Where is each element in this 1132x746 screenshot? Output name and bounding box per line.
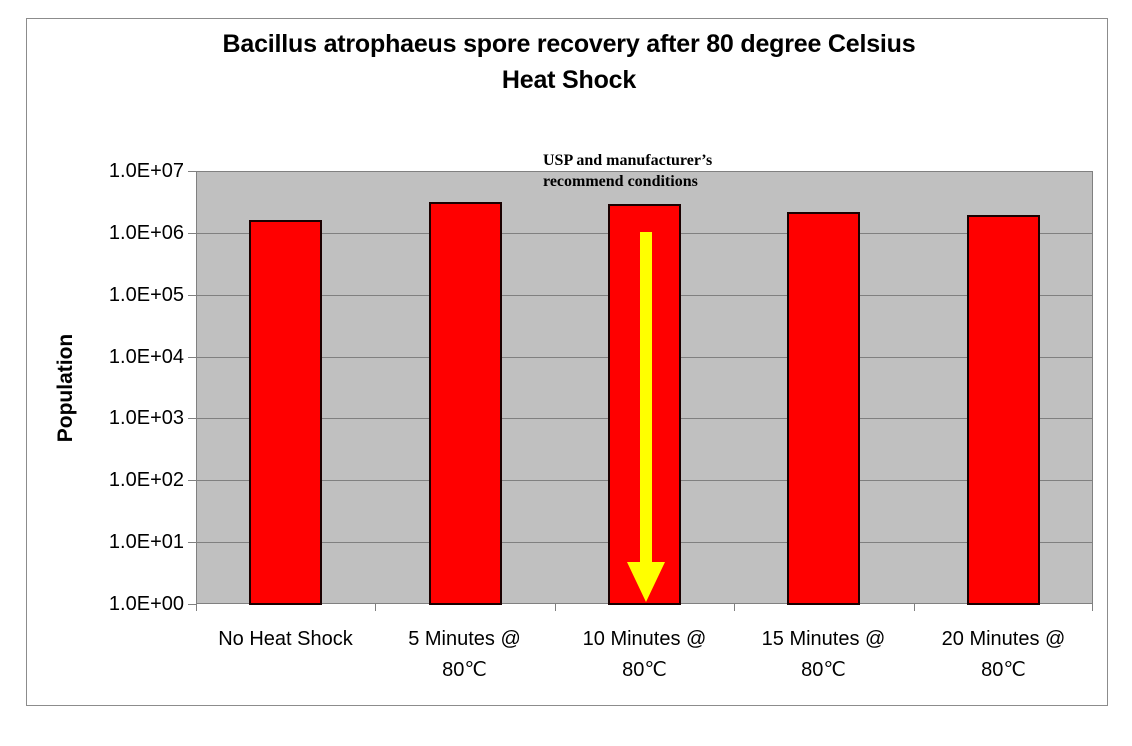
- y-tick-label: 1.0E+00: [108, 593, 184, 615]
- chart-title-line-1: Bacillus atrophaeus spore recovery after…: [222, 30, 916, 58]
- x-tick-label: 15 Minutes @80℃: [761, 628, 886, 681]
- down-arrow-icon: [627, 232, 665, 602]
- y-tick-label: 1.0E+06: [108, 222, 184, 244]
- x-tick-label: 5 Minutes @80℃: [408, 628, 521, 681]
- x-tick-label: 10 Minutes @80℃: [582, 628, 707, 681]
- x-tick-label: No Heat Shock: [218, 628, 353, 650]
- bar: [967, 215, 1040, 605]
- annotation-line-1: USP and manufacturer’s: [543, 152, 713, 169]
- y-tick-mark: [188, 418, 196, 419]
- y-tick-label: 1.0E+03: [108, 407, 184, 429]
- annotation-line-2: recommend conditions: [543, 173, 698, 190]
- x-tick-mark: [196, 604, 197, 611]
- y-tick-mark: [188, 357, 196, 358]
- y-tick-label: 1.0E+05: [108, 284, 184, 306]
- y-tick-mark: [188, 542, 196, 543]
- x-tick-label: 20 Minutes @80℃: [941, 628, 1066, 681]
- y-axis-title: Population: [54, 333, 77, 443]
- y-tick-label: 1.0E+01: [108, 531, 184, 553]
- x-tick-mark: [1092, 604, 1093, 611]
- chart-title-line-2: Heat Shock: [501, 66, 637, 94]
- chart-title: Bacillus atrophaeus spore recovery after…: [0, 26, 1132, 98]
- y-tick-mark: [188, 233, 196, 234]
- y-tick-label: 1.0E+07: [108, 160, 184, 182]
- bar: [429, 202, 502, 605]
- y-tick-label: 1.0E+04: [108, 346, 184, 368]
- x-tick-mark: [375, 604, 376, 611]
- x-tick-mark: [914, 604, 915, 611]
- x-tick-mark: [734, 604, 735, 611]
- bar: [249, 220, 322, 605]
- y-tick-mark: [188, 295, 196, 296]
- y-tick-mark: [188, 604, 196, 605]
- x-tick-mark: [555, 604, 556, 611]
- annotation-usp: USP and manufacturer’s recommend conditi…: [543, 150, 712, 192]
- y-tick-mark: [188, 480, 196, 481]
- y-tick-mark: [188, 171, 196, 172]
- y-tick-label: 1.0E+02: [108, 469, 184, 491]
- bar: [787, 212, 860, 605]
